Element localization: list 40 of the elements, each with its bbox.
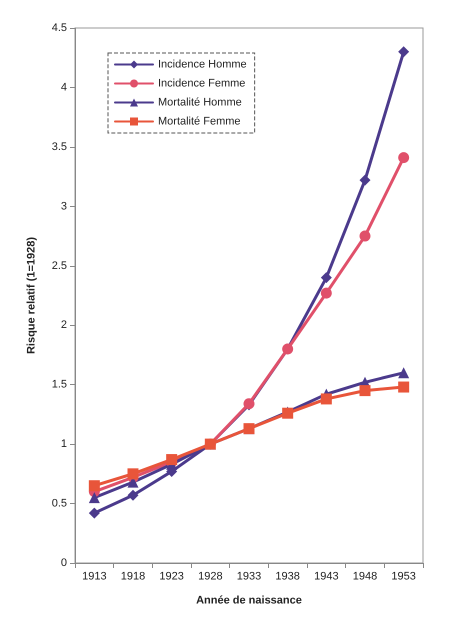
point xyxy=(398,46,410,58)
x-tick-label: 1933 xyxy=(236,570,262,582)
y-tick-label: 1.5 xyxy=(52,378,67,391)
point xyxy=(360,174,370,186)
y-tick-label: 3.5 xyxy=(52,140,67,153)
point xyxy=(88,480,100,492)
x-tick-label: 1938 xyxy=(275,570,300,582)
point xyxy=(320,272,332,284)
legend-label: Mortalité Homme xyxy=(158,96,242,108)
point xyxy=(128,490,138,501)
x-tick-label: 1953 xyxy=(391,570,416,582)
point xyxy=(320,288,332,299)
point xyxy=(398,367,410,378)
legend-label: Mortalité Femme xyxy=(158,116,241,128)
point xyxy=(128,468,138,480)
legend-label: Incidence Homme xyxy=(158,58,247,70)
x-tick-label: 1913 xyxy=(82,570,107,582)
point xyxy=(360,230,370,242)
y-tick-label: 3 xyxy=(60,200,67,212)
x-tick-label: 1928 xyxy=(198,570,223,582)
y-axis-title: Risque relatif (1=1928) xyxy=(26,236,38,354)
y-tick-label: 2 xyxy=(60,319,67,332)
y-tick-label: 4.5 xyxy=(52,22,67,34)
y-tick-label: 1 xyxy=(60,438,67,450)
x-tick-label: 1918 xyxy=(120,570,146,582)
x-tick-label: 1943 xyxy=(314,570,339,582)
point xyxy=(88,508,100,519)
x-tick-label: 1923 xyxy=(159,570,184,582)
point xyxy=(398,152,410,164)
point xyxy=(88,492,100,504)
point xyxy=(320,393,332,404)
y-tick-label: 2.5 xyxy=(52,260,67,272)
y-tick-label: 0 xyxy=(60,557,67,569)
y-tick-label: 0.5 xyxy=(52,498,67,510)
point xyxy=(398,382,410,393)
y-tick-label: 4 xyxy=(60,81,67,94)
x-axis-title: Année de naissance xyxy=(196,594,302,606)
x-tick-label: 1948 xyxy=(352,570,378,582)
point xyxy=(360,385,370,396)
legend-label: Incidence Femme xyxy=(158,78,246,90)
